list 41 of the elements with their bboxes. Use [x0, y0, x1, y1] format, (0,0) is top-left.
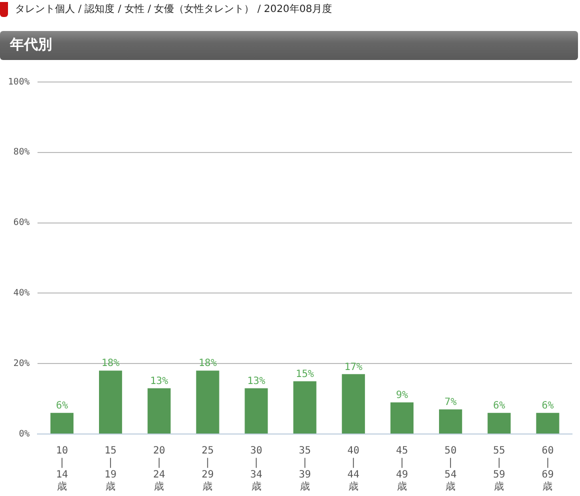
x-tick-label: 40 | 44 歳 [347, 446, 360, 493]
y-tick-label: 60% [13, 218, 30, 228]
x-tick-label: 30 | 34 歳 [250, 446, 262, 493]
data-label: 17% [344, 362, 362, 373]
bar [390, 402, 414, 434]
x-tick-label: 55 | 59 歳 [493, 446, 506, 493]
chart-subtitle: タレント個人 / 認知度 / 女性 / 女優（女性タレント） / 2020年08月度 [15, 2, 332, 16]
data-label: 18% [102, 358, 120, 370]
bar [439, 409, 462, 434]
x-tick-label: 60 | 69 歳 [542, 446, 554, 493]
x-tick-label: 35 | 39 歳 [298, 446, 311, 493]
x-tick-label: 45 | 49 歳 [396, 446, 408, 493]
y-tick-label: 80% [13, 148, 30, 158]
x-tick-label: 50 | 54 歳 [444, 446, 457, 493]
x-tick-label: 20 | 24 歳 [153, 446, 166, 493]
bar [196, 370, 220, 434]
bar [293, 381, 316, 434]
y-tick-label: 0% [18, 429, 30, 440]
data-label: 6% [542, 400, 554, 412]
data-label: 13% [247, 376, 266, 387]
data-label: 15% [296, 368, 314, 380]
chart-title: 年代別 [0, 31, 578, 60]
data-label: 13% [150, 376, 168, 387]
bar [50, 412, 74, 434]
y-tick-label: 40% [13, 288, 30, 299]
x-tick-label: 15 | 19 歳 [104, 446, 117, 493]
bar [488, 412, 511, 434]
y-tick-label: 100% [8, 77, 30, 88]
data-label: 7% [444, 396, 457, 408]
x-tick-label: 25 | 29 歳 [202, 446, 214, 493]
y-tick-label: 20% [13, 358, 30, 369]
bar [244, 388, 268, 434]
data-label: 9% [396, 390, 408, 401]
data-label: 6% [56, 400, 68, 412]
bar [148, 388, 171, 434]
data-label: 18% [198, 358, 217, 370]
bar [99, 370, 122, 434]
x-tick-label: 10 | 14 歳 [56, 446, 68, 493]
bar [342, 374, 365, 434]
bar [536, 412, 560, 434]
data-label: 6% [493, 400, 506, 412]
